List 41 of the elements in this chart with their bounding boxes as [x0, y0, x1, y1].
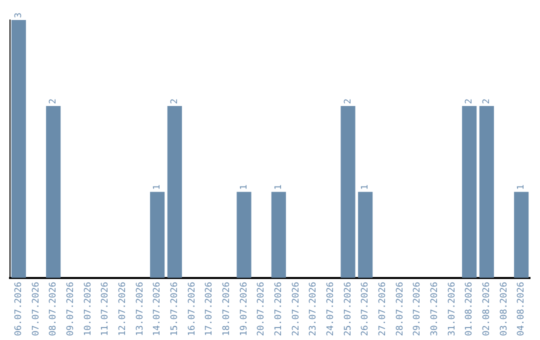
x-tick-label: 20.07.2026 — [256, 282, 267, 336]
x-tick-label: 06.07.2026 — [14, 282, 24, 336]
data-label: 1 — [360, 184, 371, 190]
x-tick-label: 03.08.2026 — [499, 282, 510, 336]
x-tick-label: 25.07.2026 — [343, 282, 354, 336]
data-label: 2 — [170, 98, 180, 104]
x-tick-label: 08.07.2026 — [48, 282, 59, 336]
x-tick-label: 19.07.2026 — [239, 282, 250, 336]
x-tick-label: 27.07.2026 — [378, 282, 388, 336]
data-label: 1 — [152, 184, 163, 190]
x-tick-label: 02.08.2026 — [482, 282, 492, 336]
x-tick-label: 12.07.2026 — [118, 282, 128, 336]
x-tick-label: 26.07.2026 — [360, 282, 371, 336]
x-tick-label: 17.07.2026 — [204, 282, 215, 336]
x-tick-label: 31.07.2026 — [447, 282, 458, 336]
x-tick-label: 23.07.2026 — [308, 282, 319, 336]
data-label: 1 — [274, 184, 284, 190]
x-tick-label: 22.07.2026 — [291, 282, 302, 336]
x-tick-label: 09.07.2026 — [66, 282, 76, 336]
data-label: 2 — [48, 98, 59, 104]
data-label: 1 — [516, 184, 527, 190]
x-tick-label: 13.07.2026 — [135, 282, 146, 336]
data-label: 2 — [464, 98, 475, 104]
x-tick-label: 28.07.2026 — [395, 282, 406, 336]
x-tick-label: 30.07.2026 — [430, 282, 440, 336]
x-tick-label: 24.07.2026 — [326, 282, 336, 336]
x-tick-label: 01.08.2026 — [464, 282, 475, 336]
x-tick-label: 16.07.2026 — [187, 282, 198, 336]
x-tick-label: 11.07.2026 — [100, 282, 111, 336]
x-tick-label: 18.07.2026 — [222, 282, 232, 336]
data-label: 2 — [482, 98, 492, 104]
data-label: 1 — [239, 184, 250, 190]
data-label: 3 — [14, 12, 24, 18]
x-tick-label: 04.08.2026 — [516, 282, 527, 336]
data-label: 2 — [343, 98, 354, 104]
x-tick-label: 29.07.2026 — [412, 282, 423, 336]
x-tick-label: 15.07.2026 — [170, 282, 180, 336]
x-tick-label: 07.07.2026 — [31, 282, 42, 336]
x-tick-label: 10.07.2026 — [83, 282, 94, 336]
x-tick-label: 21.07.2026 — [274, 282, 284, 336]
x-tick-label: 14.07.2026 — [152, 282, 163, 336]
